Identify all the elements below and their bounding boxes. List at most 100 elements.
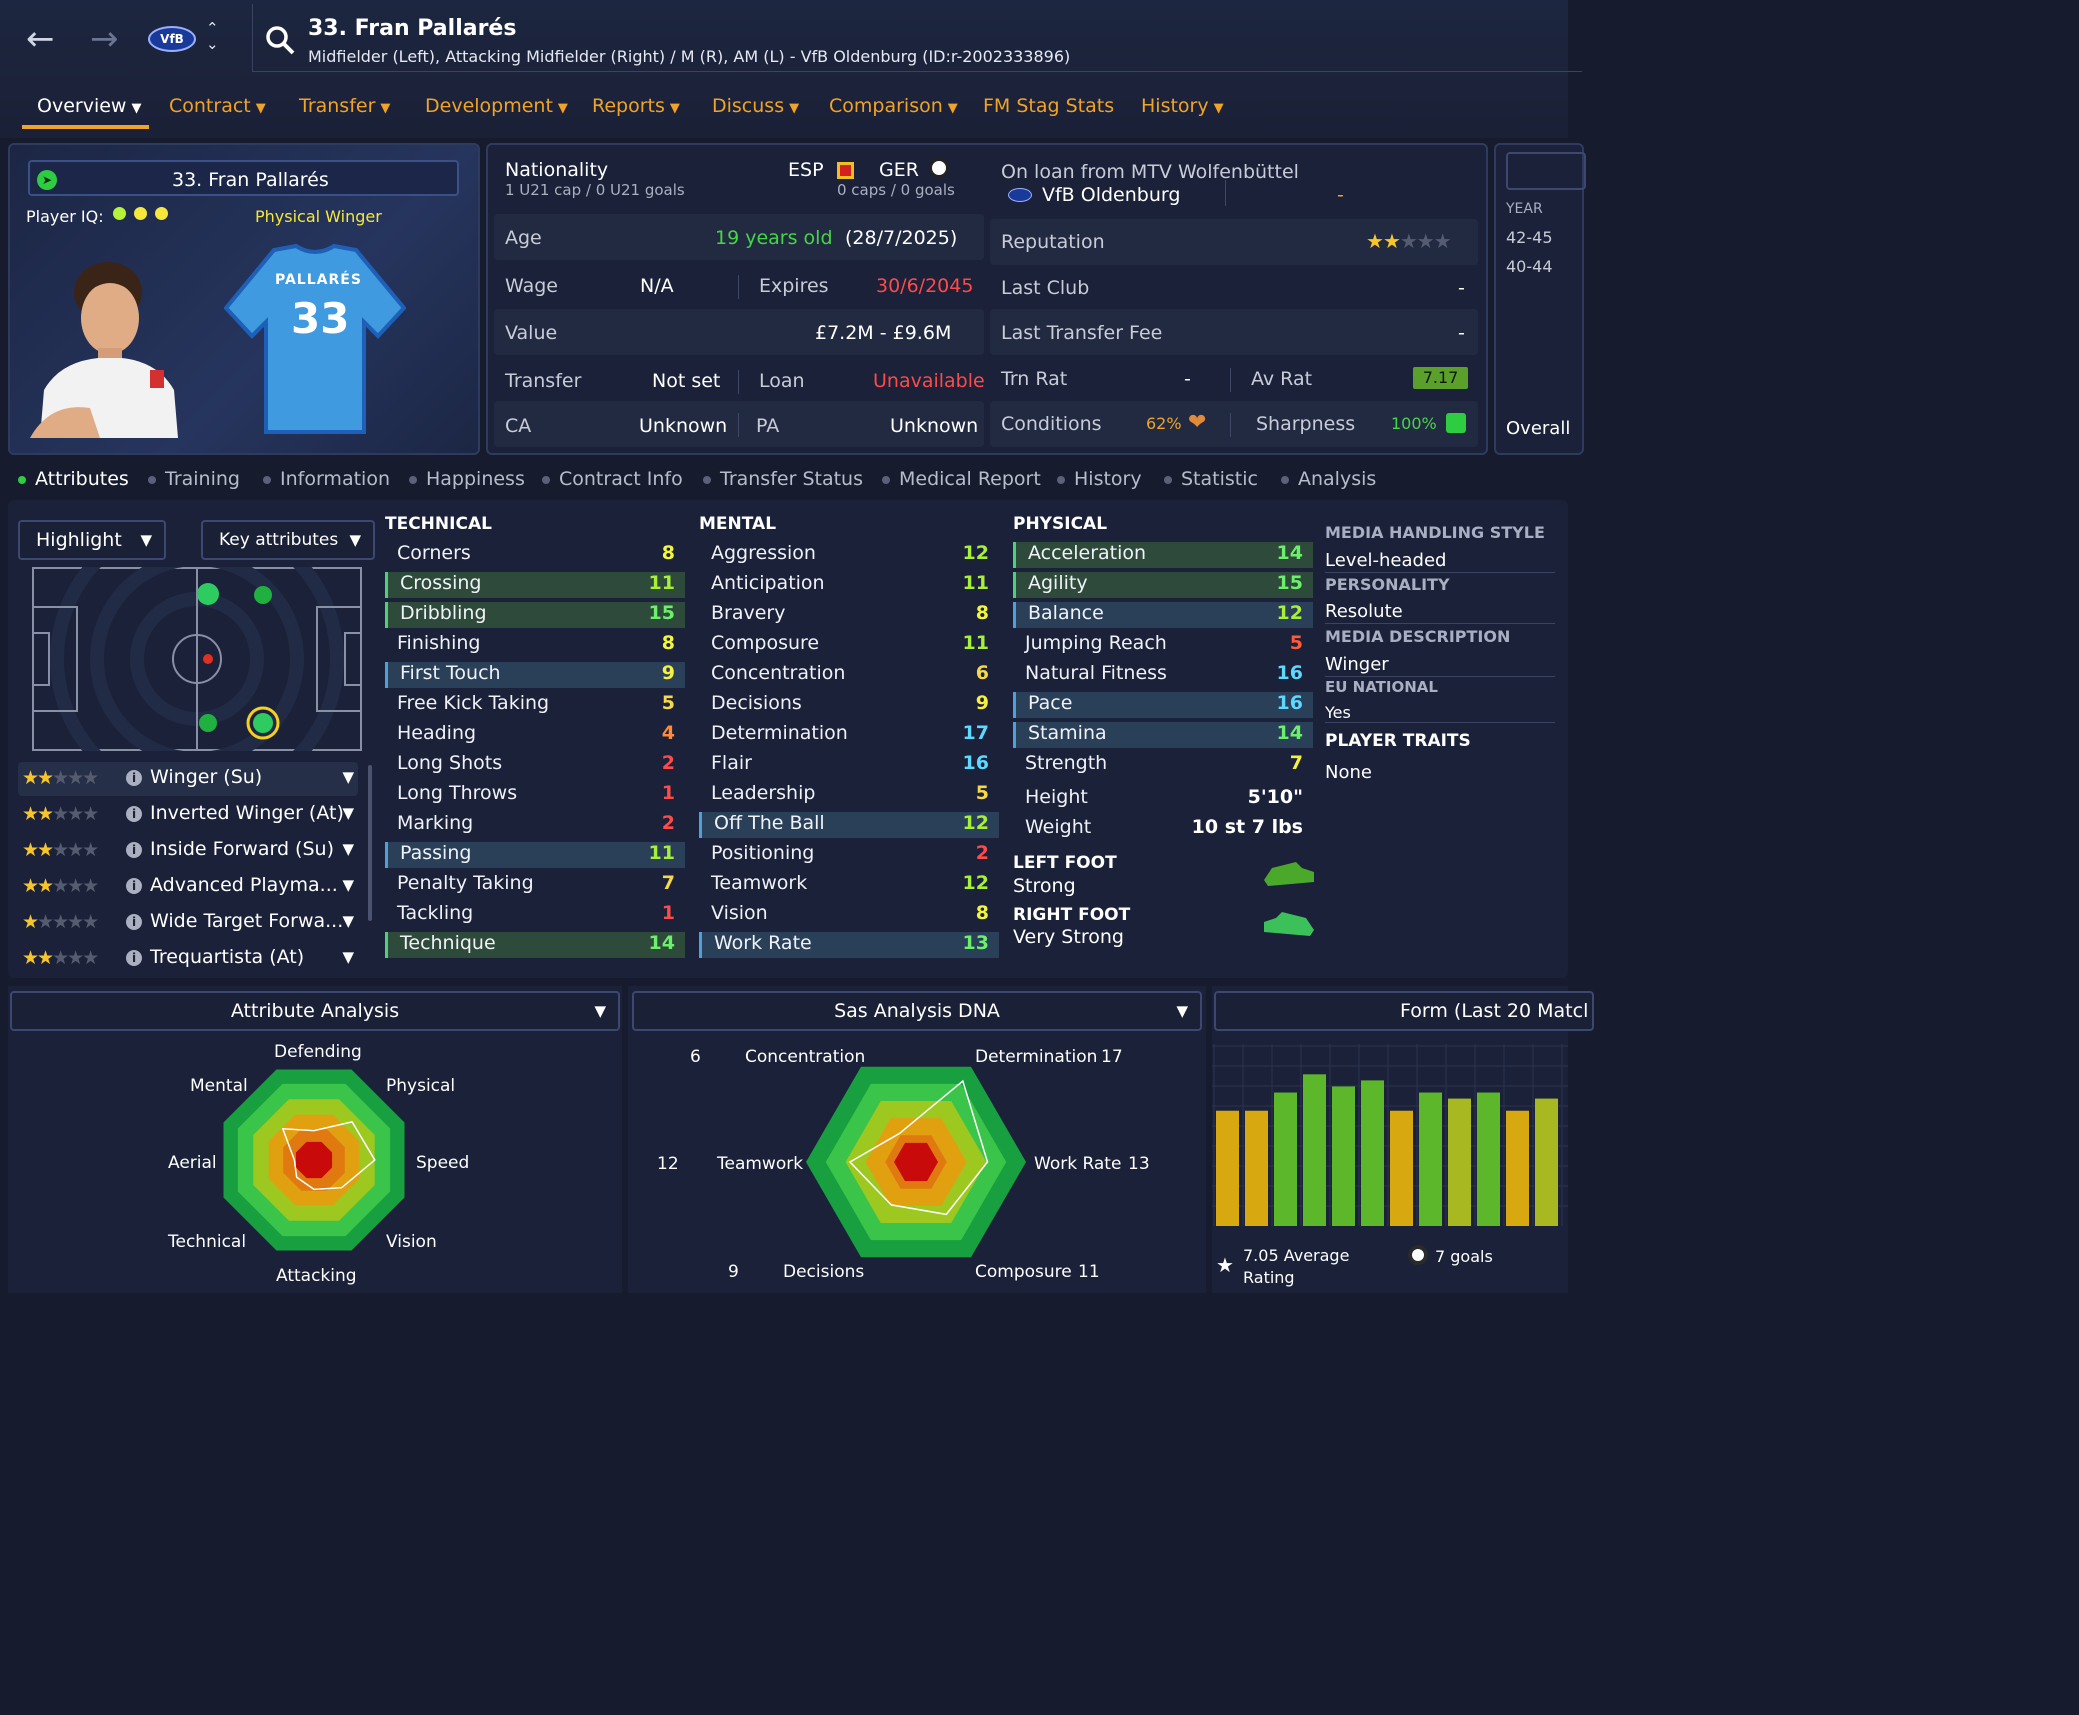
tab-reports[interactable]: Reports ▼ (592, 95, 680, 117)
divider (1225, 180, 1226, 206)
subtab-happiness[interactable]: Happiness (409, 468, 525, 490)
chevron-down-icon[interactable]: ▼ (342, 804, 354, 822)
back-arrow-icon[interactable]: ← (26, 19, 55, 59)
highlight-dropdown[interactable]: Highlight ▼ (18, 520, 166, 560)
divider (1325, 572, 1555, 573)
ca-value: Unknown (639, 415, 728, 437)
attr-acceleration: Acceleration 14 (1013, 542, 1313, 568)
tab-comparison[interactable]: Comparison ▼ (829, 95, 958, 117)
attr-long-throws: Long Throws 1 (397, 782, 675, 804)
forward-arrow-icon[interactable]: → (90, 19, 119, 59)
role-advanced-playmaker[interactable]: ★★★★★ i Advanced Playma... ▼ (22, 874, 354, 897)
dna-dropdown[interactable]: Sas Analysis DNA ▼ (632, 991, 1202, 1031)
info-icon[interactable]: i (126, 806, 142, 822)
attr-teamwork: Teamwork 12 (711, 872, 989, 894)
club-name[interactable]: VfB Oldenburg (1042, 184, 1181, 206)
average-rating: 7.05 Average Rating (1243, 1246, 1350, 1287)
active-tab-indicator (22, 125, 149, 129)
reputation-row (990, 219, 1478, 265)
transfer-label: Transfer (505, 370, 582, 392)
info-icon[interactable]: i (126, 914, 142, 930)
form-bar (1448, 1098, 1471, 1226)
player-archetype: Physical Winger (255, 207, 382, 226)
chevron-up-down-icon[interactable]: ⌃ ⌄ (206, 19, 219, 53)
dna-label: Concentration (745, 1047, 866, 1067)
axis-label: Defending (274, 1042, 362, 1062)
tab-contract[interactable]: Contract ▼ (169, 95, 266, 117)
axis-label: Speed (416, 1153, 470, 1173)
shirt-name: PALLARÉS (275, 272, 362, 288)
role-trequartista[interactable]: ★★★★★ i Trequartista (At) ▼ (22, 946, 354, 968)
transfer-value: Not set (652, 370, 721, 392)
info-icon[interactable]: i (126, 950, 142, 966)
role-winger[interactable]: ★★★★★ i Winger (Su) ▼ (18, 762, 358, 796)
attr-crossing: Crossing 11 (385, 572, 685, 598)
club-dash: - (1337, 184, 1344, 206)
dna-label: Composure (975, 1262, 1072, 1282)
dna-num: 17 (1101, 1047, 1123, 1067)
attr-decisions: Decisions 9 (711, 692, 989, 714)
chevron-down-icon[interactable]: ▼ (342, 948, 354, 966)
chevron-down-icon[interactable]: ▼ (342, 876, 354, 894)
side-dropdown[interactable] (1506, 152, 1586, 190)
divider (1230, 413, 1231, 437)
av-rat-badge: 7.17 (1413, 367, 1468, 389)
attribute-analysis-chart (223, 1069, 405, 1251)
attribute-analysis-dropdown[interactable]: Attribute Analysis ▼ (10, 991, 620, 1031)
attr-strength: Strength 7 (1025, 752, 1303, 774)
form-dropdown[interactable]: Form (Last 20 Matcl (1214, 991, 1594, 1031)
subtab-history[interactable]: History (1057, 468, 1142, 490)
nationality-1[interactable]: ESP (788, 159, 824, 181)
player-iq-label: Player IQ: (26, 207, 104, 226)
subtab-contract-info[interactable]: Contract Info (542, 468, 683, 490)
tab-discuss[interactable]: Discuss ▼ (712, 95, 800, 117)
club-badge-icon[interactable]: VfB (148, 26, 196, 52)
attr-long-shots: Long Shots 2 (397, 752, 675, 774)
nationality-2[interactable]: GER (879, 159, 919, 181)
tab-history[interactable]: History ▼ (1141, 95, 1224, 117)
subtab-medical-report[interactable]: Medical Report (882, 468, 1041, 490)
role-inverted-winger[interactable]: ★★★★★ i Inverted Winger (At) ▼ (22, 802, 354, 825)
tab-development[interactable]: Development ▼ (425, 95, 568, 117)
search-icon[interactable] (264, 24, 296, 56)
year-item: 42-45 (1506, 228, 1553, 247)
attr-tackling: Tackling 1 (397, 902, 675, 924)
role-inside-forward[interactable]: ★★★★★ i Inside Forward (Su) ▼ (22, 838, 354, 861)
attr-composure: Composure 11 (711, 632, 989, 654)
subtab-attributes[interactable]: Attributes (18, 468, 129, 490)
subtab-training[interactable]: Training (148, 468, 240, 490)
dna-num: 6 (690, 1047, 701, 1067)
roles-scrollbar[interactable] (368, 765, 372, 921)
form-bar (1390, 1110, 1413, 1226)
right-foot-label: RIGHT FOOT (1013, 905, 1131, 925)
wage-value: N/A (640, 275, 674, 297)
fee-value: - (1458, 322, 1465, 344)
chevron-down-icon[interactable]: ▼ (342, 840, 354, 858)
form-bar (1361, 1080, 1384, 1226)
form-bar (1332, 1086, 1355, 1226)
subtab-transfer-status[interactable]: Transfer Status (703, 468, 863, 490)
attr-anticipation: Anticipation 11 (711, 572, 989, 594)
right-foot-value: Very Strong (1013, 926, 1124, 948)
age-value: 19 years old (715, 227, 833, 249)
weight-row: Weight 10 st 7 lbs (1025, 816, 1303, 838)
trn-rat-value: - (1184, 368, 1191, 390)
chevron-down-icon[interactable]: ▼ (342, 912, 354, 930)
subtab-information[interactable]: Information (263, 468, 390, 490)
year-label: YEAR (1506, 201, 1543, 217)
media-style-label: MEDIA HANDLING STYLE (1325, 523, 1545, 542)
info-icon[interactable]: i (126, 770, 142, 786)
role-wide-target-forward[interactable]: ★★★★★ i Wide Target Forwa... ▼ (22, 910, 354, 933)
radar-ring (894, 1142, 938, 1182)
tab-transfer[interactable]: Transfer ▼ (299, 95, 391, 117)
subtab-statistic[interactable]: Statistic (1164, 468, 1258, 490)
left-boot-icon (1264, 862, 1314, 886)
info-icon[interactable]: i (126, 842, 142, 858)
attr-corners: Corners 8 (397, 542, 675, 564)
tab-overview[interactable]: Overview ▼ (37, 95, 142, 117)
subtab-analysis[interactable]: Analysis (1281, 468, 1376, 490)
tab-fm-stag-stats[interactable]: FM Stag Stats (983, 95, 1115, 117)
key-attributes-dropdown[interactable]: Key attributes ▼ (201, 520, 375, 560)
info-icon[interactable]: i (126, 878, 142, 894)
chevron-down-icon[interactable]: ▼ (342, 768, 354, 786)
